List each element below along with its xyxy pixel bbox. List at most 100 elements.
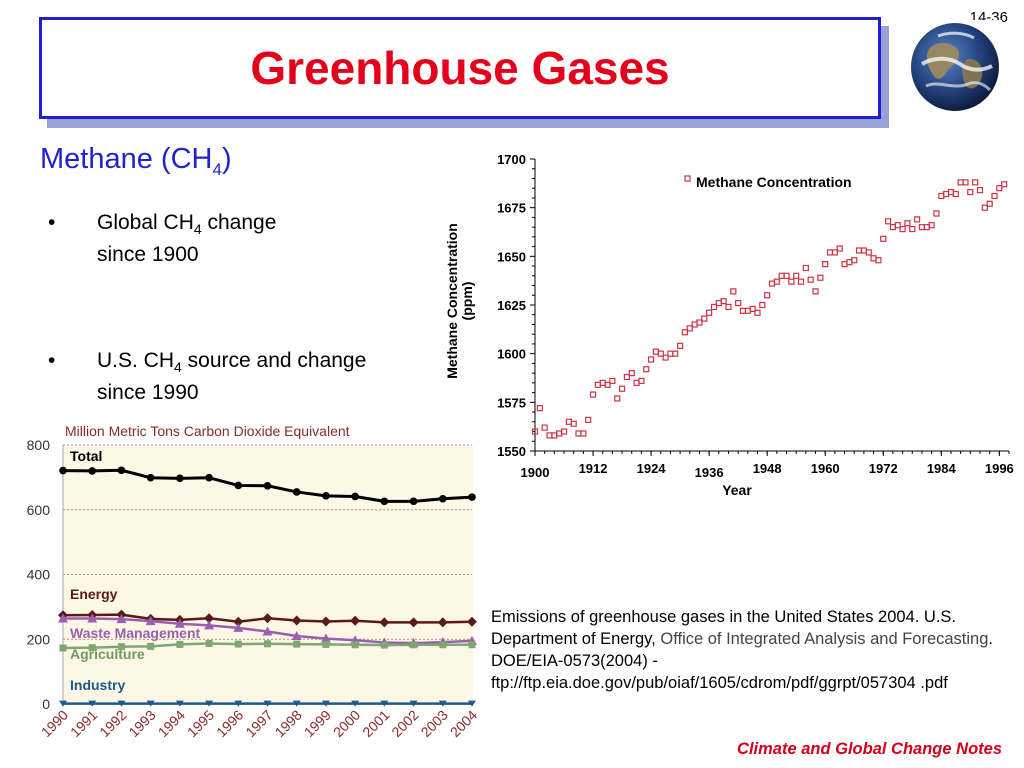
y-axis-title-line1: Methane Concentration [444,223,460,379]
data-point [117,700,126,707]
data-point [904,220,911,227]
data-point [807,276,814,283]
x-tick-label: 1991 [67,707,100,740]
data-point [320,616,331,627]
data-point [749,305,756,312]
data-point [899,225,906,233]
data-point [962,179,969,186]
legend-marker [684,175,691,182]
data-point [351,641,359,649]
data-point [467,616,477,627]
data-point [928,222,935,229]
data-point [875,257,882,264]
y-tick-label: 1550 [497,444,526,459]
data-point [262,613,273,624]
data-point [909,225,916,233]
data-point [580,430,587,437]
data-point [614,395,621,402]
x-tick-label: 1995 [184,707,217,740]
data-point [657,350,664,357]
data-point [292,700,301,707]
slide-title: Greenhouse Gases [250,42,670,94]
data-point [531,428,539,435]
data-point [933,210,940,217]
data-point [58,613,68,623]
data-point [720,298,727,305]
y-tick-label: 1700 [497,152,526,167]
x-tick-label: 1984 [927,461,957,476]
legend-label: Methane Concentration [696,174,852,190]
data-point [293,640,301,648]
data-point [884,218,892,225]
data-point [623,373,630,381]
data-point [408,617,419,628]
data-point [914,216,921,223]
data-point [380,497,389,506]
data-point [205,700,214,707]
series-label: Waste Management [70,625,201,641]
x-tick-label: 1997 [242,707,275,740]
data-point [117,643,125,651]
data-point [976,187,984,194]
data-point [725,303,732,311]
data-point [836,245,843,252]
data-point [991,192,998,200]
data-point [851,257,858,264]
data-point [759,301,766,309]
data-point [536,405,543,412]
data-point [88,700,97,707]
data-point [233,622,244,632]
data-point [146,700,155,707]
data-point [409,700,418,707]
data-point [205,473,213,482]
x-tick-label: 2001 [359,707,392,740]
x-tick-label: 2002 [388,707,421,740]
series-label: Energy [70,586,118,602]
y-tick-label: 800 [27,437,51,453]
data-point [604,381,611,388]
data-point [59,644,67,652]
data-point [662,354,669,361]
data-point [380,700,389,707]
data-point [204,620,215,630]
bullet-marker: • [48,349,56,372]
data-point [609,377,616,385]
series-label: Industry [70,677,125,693]
data-point [754,309,761,316]
bullet-marker: • [48,211,56,234]
x-tick-label: 1912 [579,461,608,476]
data-point [292,488,301,496]
data-point [322,640,330,648]
data-point [706,309,713,316]
title-box: Greenhouse Gases [39,17,881,119]
data-point [589,391,597,398]
data-point [263,481,272,490]
data-point [350,615,361,626]
data-point [204,613,215,624]
data-point [438,700,447,707]
data-point [894,222,901,229]
data-point [773,278,780,285]
data-point [379,617,390,628]
data-point [87,613,98,623]
x-axis-title: Year [722,482,752,498]
chart-title: Million Metric Tons Carbon Dioxide Equiv… [65,423,350,439]
data-point [822,261,829,268]
data-point [116,614,127,624]
y-tick-label: 1600 [497,347,526,362]
data-point [262,626,273,636]
data-point [321,700,330,707]
data-point [812,288,819,295]
data-point [643,366,650,373]
data-point [952,190,959,198]
source-citation: Emissions of greenhouse gases in the Uni… [491,608,994,692]
data-point [638,377,645,385]
data-point [735,299,742,307]
data-point [176,640,184,648]
data-point [176,474,184,483]
x-tick-label: 1936 [695,465,724,480]
data-point [788,278,795,285]
methane-heading: Methane (CH4) [40,143,232,179]
data-point [439,641,447,649]
data-point [560,428,568,435]
